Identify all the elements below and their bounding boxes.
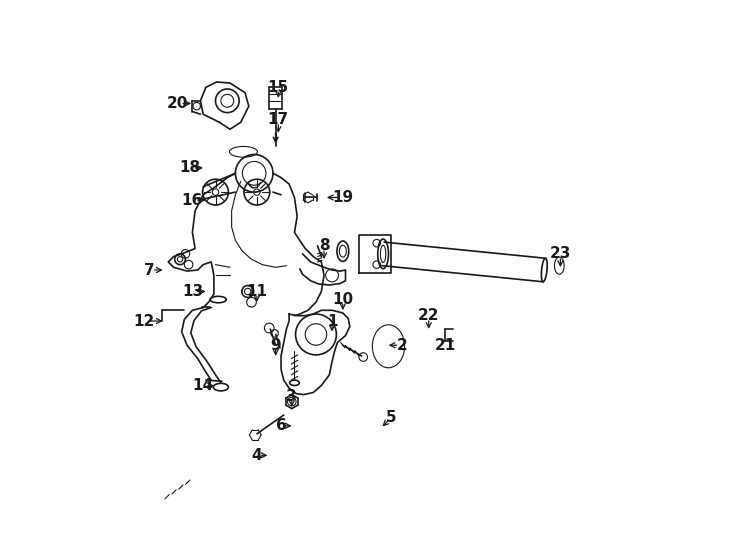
Text: 5: 5 <box>386 410 396 425</box>
Text: 11: 11 <box>247 284 267 299</box>
Text: 17: 17 <box>268 112 289 127</box>
Text: 10: 10 <box>333 292 353 307</box>
Text: 8: 8 <box>319 238 330 253</box>
Text: 6: 6 <box>276 418 286 433</box>
Text: 16: 16 <box>182 193 203 208</box>
Text: 19: 19 <box>333 190 353 205</box>
Text: 3: 3 <box>286 389 297 404</box>
Text: 7: 7 <box>144 262 155 278</box>
Text: 1: 1 <box>327 314 338 328</box>
Text: 23: 23 <box>550 246 571 261</box>
Text: 9: 9 <box>270 338 281 353</box>
Text: 21: 21 <box>435 338 456 353</box>
Text: 4: 4 <box>252 448 262 463</box>
Text: 14: 14 <box>192 378 214 393</box>
Text: 2: 2 <box>396 338 407 353</box>
Text: 13: 13 <box>182 284 203 299</box>
Text: 12: 12 <box>134 314 155 328</box>
Text: 20: 20 <box>167 96 189 111</box>
Text: 15: 15 <box>268 80 289 95</box>
Text: 18: 18 <box>179 160 200 176</box>
Text: 22: 22 <box>418 308 440 323</box>
